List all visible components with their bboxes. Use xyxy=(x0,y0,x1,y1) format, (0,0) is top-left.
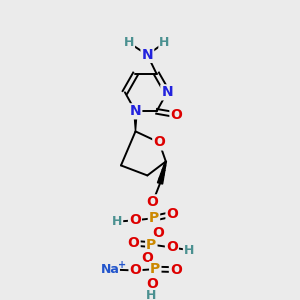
Text: O: O xyxy=(152,226,164,240)
Text: O: O xyxy=(170,108,182,122)
Text: O: O xyxy=(170,262,182,277)
Text: O: O xyxy=(130,263,141,278)
Polygon shape xyxy=(160,170,165,175)
Text: N: N xyxy=(142,48,153,62)
Text: N: N xyxy=(130,104,141,118)
Text: H: H xyxy=(146,289,156,300)
Text: P: P xyxy=(149,211,159,225)
Text: P: P xyxy=(150,262,161,276)
Text: P: P xyxy=(146,238,156,252)
Text: O: O xyxy=(147,195,159,209)
Text: H: H xyxy=(184,244,194,256)
Text: H: H xyxy=(159,36,170,49)
Polygon shape xyxy=(164,161,166,166)
Text: H: H xyxy=(124,36,134,49)
Polygon shape xyxy=(158,178,163,184)
Polygon shape xyxy=(159,174,164,180)
Text: O: O xyxy=(147,277,159,291)
Text: O: O xyxy=(153,136,165,149)
Text: Na: Na xyxy=(100,263,119,276)
Text: O: O xyxy=(166,241,178,254)
Text: O: O xyxy=(141,251,153,265)
Polygon shape xyxy=(162,166,166,171)
Text: +: + xyxy=(118,260,127,270)
Text: O: O xyxy=(129,213,141,227)
Text: O: O xyxy=(128,236,140,250)
Text: O: O xyxy=(167,207,178,221)
Text: H: H xyxy=(112,215,122,228)
Text: N: N xyxy=(161,85,173,99)
Polygon shape xyxy=(134,111,137,131)
